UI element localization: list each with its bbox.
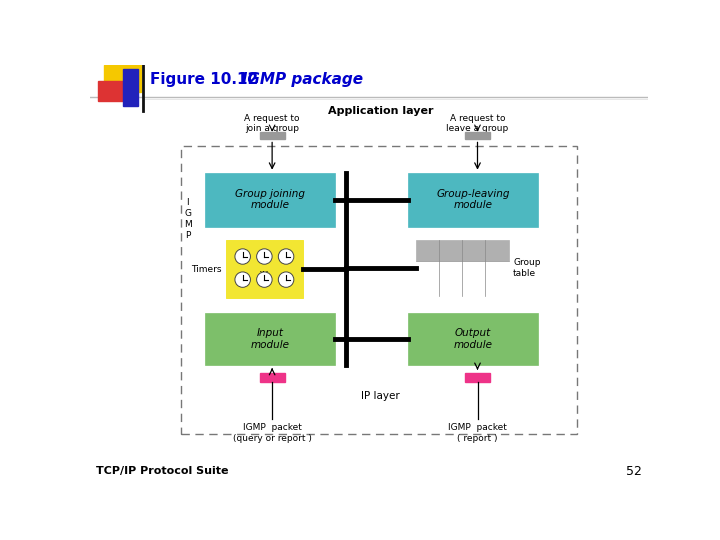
Bar <box>465 373 490 382</box>
Text: IGMP  packet
(query or report ): IGMP packet (query or report ) <box>233 423 312 443</box>
Bar <box>204 173 335 226</box>
Circle shape <box>279 249 294 264</box>
Text: Output
module: Output module <box>454 328 492 350</box>
Bar <box>225 240 303 298</box>
Text: A request to
join a group: A request to join a group <box>244 113 300 133</box>
Circle shape <box>279 272 294 287</box>
Text: Application layer: Application layer <box>328 106 433 116</box>
Bar <box>465 132 490 139</box>
Bar <box>260 132 284 139</box>
Bar <box>415 261 508 296</box>
Text: IGMP  packet
( report ): IGMP packet ( report ) <box>448 423 507 443</box>
Bar <box>408 313 538 365</box>
Text: TCP/IP Protocol Suite: TCP/IP Protocol Suite <box>96 467 229 476</box>
Bar <box>408 173 538 226</box>
Text: Timers: Timers <box>192 265 222 274</box>
Bar <box>181 146 577 434</box>
Bar <box>415 240 508 261</box>
Text: IP layer: IP layer <box>361 391 400 401</box>
Text: Group joining
module: Group joining module <box>235 189 305 211</box>
Text: Group
table: Group table <box>513 258 541 278</box>
Text: IGMP package: IGMP package <box>225 72 363 87</box>
Circle shape <box>256 272 272 287</box>
Text: Input
module: Input module <box>251 328 289 350</box>
Text: I
G
M
P: I G M P <box>184 198 192 240</box>
Bar <box>98 81 126 101</box>
Circle shape <box>235 249 251 264</box>
Text: Figure 10.12: Figure 10.12 <box>150 72 258 87</box>
Circle shape <box>235 272 251 287</box>
Text: 52: 52 <box>626 465 642 478</box>
Bar <box>122 70 138 106</box>
Text: Group-leaving
module: Group-leaving module <box>436 189 510 211</box>
Circle shape <box>256 249 272 264</box>
Bar <box>104 65 141 92</box>
Text: A request to
leave a group: A request to leave a group <box>446 113 508 133</box>
Bar <box>260 373 284 382</box>
Text: ...: ... <box>259 264 270 274</box>
Bar <box>204 313 335 365</box>
